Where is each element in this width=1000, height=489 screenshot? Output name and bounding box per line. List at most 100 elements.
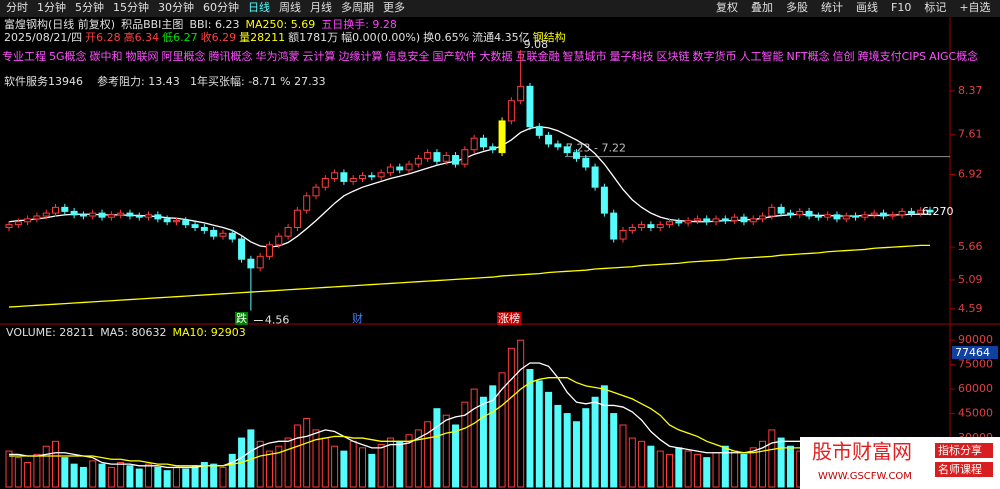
toolbar-tool[interactable]: F10 [891,1,911,14]
candle-body [24,218,32,223]
volume-bar [424,421,432,488]
candle-body [554,143,562,148]
event-marker[interactable]: 涨榜 [498,311,520,325]
toolbar-period[interactable]: 1分钟 [37,0,66,14]
concept-tag: NFT概念 [787,49,830,63]
toolbar-period[interactable]: 分时 [6,1,28,14]
candle-body [256,255,264,269]
toolbar-period[interactable]: 更多 [383,0,405,14]
volume-bar [545,391,553,488]
toolbar-tool[interactable]: 复权 [716,0,738,14]
candle-body [693,218,701,222]
bbi-line [8,126,930,248]
candle-body [535,126,543,136]
candle-body [507,100,515,122]
toolbar-period[interactable]: 日线 [248,0,270,14]
toolbar-period[interactable]: 60分钟 [203,0,239,14]
concept-tag: 大数据 [480,49,513,63]
cursor-label: 77464 [955,346,990,359]
concept-tag: 量子科技 [610,49,654,63]
volume-bar [675,447,683,488]
candle-body [498,120,506,154]
toolbar-period[interactable]: 5分钟 [75,0,104,14]
candle-body [545,134,553,145]
y-tick-label: 4.59 [958,302,983,315]
volume-ma10-line [9,377,930,467]
volume-bar [145,463,153,488]
candle-body [405,163,413,171]
toolbar-bg [0,0,1000,17]
quote-item: 幅0.00(0.00%) [341,31,420,44]
candle-body [470,137,478,151]
event-marker[interactable]: 财 [352,311,363,325]
volume-bar [126,465,134,488]
volume-bar [535,380,543,488]
toolbar-tool[interactable]: 多股 [786,0,808,14]
candle-body [191,224,199,229]
volume-bar [107,466,115,488]
volume-bar [703,457,711,488]
toolbar-tool[interactable]: 叠加 [751,1,773,14]
volume-bar [256,440,264,488]
candle-body [777,206,785,214]
candle-body [926,209,934,213]
y-tick-label: 45000 [958,407,993,420]
watermark-button-label[interactable]: 指标分享 [938,443,982,457]
candle-body [600,186,608,214]
concept-tag: 边缘计算 [339,49,383,63]
event-marker[interactable]: 跌 [236,311,247,325]
volume-bar [433,408,441,488]
candle-body [768,206,776,217]
candle-body [824,214,832,218]
volume-bar [293,424,301,488]
candle-body [619,229,627,240]
volume-bar [656,450,664,488]
candle-body [638,224,646,229]
volume-bar [666,453,674,488]
y-tick-label: 8.37 [958,84,983,97]
concept-tag: 物联网 [126,49,159,63]
volume-bar [117,462,125,488]
watermark-button[interactable] [935,462,993,477]
volume-bar [172,466,180,488]
candle-body [98,212,106,218]
toolbar-tool[interactable]: +自选 [959,1,990,14]
candle-body [424,152,432,159]
volume-bar [349,440,357,488]
volume-bar [647,445,655,488]
header-item: MA250: 5.69 [245,18,315,31]
toolbar-period[interactable]: 周线 [279,0,301,14]
watermark-button[interactable] [935,443,993,458]
volume-bar [70,463,78,488]
toolbar-period[interactable]: 多周期 [341,0,374,14]
candle-body [489,146,497,151]
volume-bar [507,347,515,488]
candle-body [228,232,236,240]
volume-bar [619,424,627,488]
volume-legend: VOLUME: 28211 [6,326,94,339]
candle-body [749,218,757,223]
toolbar-tool[interactable]: 统计 [821,1,843,14]
concept-tag: 互联金融 [516,49,560,63]
volume-bar [228,453,236,488]
header-item: 五日换手: 9.28 [321,17,397,31]
info-item: 1年买张幅: -8.71 % 27.33 [190,74,326,88]
candle-body [526,85,534,128]
candle-body [5,224,13,229]
volume-bar [331,445,339,488]
toolbar-tool[interactable]: 标记 [924,0,946,14]
toolbar-period[interactable]: 15分钟 [113,0,149,14]
concept-tag: 云计算 [303,49,336,63]
toolbar-period[interactable]: 30分钟 [158,0,194,14]
watermark-button-label[interactable]: 名师课程 [938,462,982,476]
candle-body [107,214,115,218]
watermark-site: 股市财富网 [812,440,912,464]
candle-body [907,210,915,214]
volume-bar [740,453,748,488]
toolbar-period[interactable]: 月线 [310,0,332,14]
toolbar-tool[interactable]: 画线 [856,0,878,14]
watermark-url: WWW.GSCFW.COM [818,471,912,482]
y-tick-label: 7.61 [958,128,983,141]
candle-body [452,154,460,165]
